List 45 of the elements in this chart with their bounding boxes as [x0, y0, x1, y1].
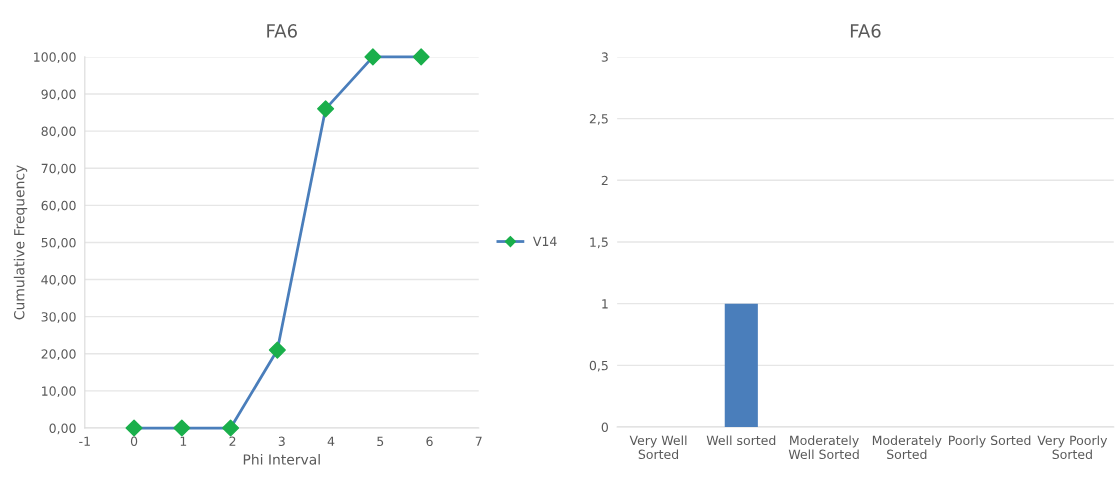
x-tick-label: 0 [130, 436, 138, 447]
y-tick-label: 2 [601, 175, 608, 186]
y-tick-label: 30,00 [41, 312, 76, 323]
y-tick-label: 3 [601, 52, 608, 62]
point [173, 419, 191, 437]
y-tick-label: 0 [601, 422, 608, 432]
x-tick-label: Poorly Sorted [949, 435, 1031, 448]
y-tick-label: 0,00 [49, 423, 76, 435]
x-tick-label: 2 [229, 436, 236, 446]
point [125, 419, 143, 437]
y-tick-label: 80,00 [41, 126, 76, 138]
x-tick-label: Very Well Sorted [629, 435, 687, 460]
y-tick-label: 1,5 [590, 237, 608, 249]
x-tick-label: 4 [327, 436, 335, 446]
point [412, 48, 430, 66]
point [222, 419, 240, 437]
chart-title: FA6 [267, 24, 297, 38]
y-tick-label: 1 [602, 299, 608, 309]
y-axis-title: Cumulative Frequency [13, 165, 28, 320]
y-tick-label: 40,00 [41, 275, 76, 286]
y-tick-label: 2,5 [589, 114, 608, 125]
x-tick-label: Well sorted [706, 435, 776, 446]
point [317, 100, 335, 118]
y-tick-label: 0,5 [589, 360, 608, 372]
legend-label: V14 [532, 236, 557, 246]
y-tick-label: 10,00 [42, 386, 76, 398]
x-tick-label: 3 [278, 436, 285, 447]
y-tick-label: 70,00 [41, 163, 76, 175]
point [268, 341, 286, 359]
y-tick-label: 50,00 [41, 237, 76, 249]
x-tick-label: Very Poorly Sorted [1037, 435, 1108, 460]
chart-title: FA6 [850, 24, 881, 38]
x-tick-label: 6 [426, 436, 433, 447]
x-tick-label: Moderately Well Sorted [788, 435, 859, 460]
y-tick-label: 90,00 [41, 89, 76, 101]
y-tick-label: 60,00 [41, 200, 76, 212]
x-tick-label: -1 [79, 436, 90, 446]
point [364, 48, 382, 66]
x-tick-label: 1 [180, 436, 187, 446]
y-tick-label: 20,00 [41, 349, 76, 360]
y-tick-label: 100,00 [34, 52, 76, 64]
x-axis-title: Phi Interval [243, 454, 320, 465]
x-tick-label: Moderately Sorted [872, 435, 942, 460]
x-tick-label: 7 [475, 436, 482, 446]
x-tick-label: 5 [377, 436, 384, 447]
